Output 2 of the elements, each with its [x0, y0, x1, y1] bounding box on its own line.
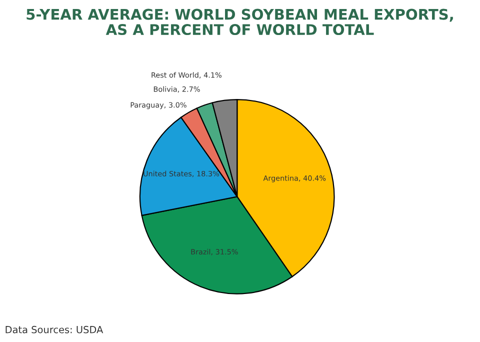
text: Data Sources: USDA	[6, 326, 104, 334]
chart-title: 5-YEAR AVERAGE: WORLD SOYBEAN MEAL EXPORTS, AS A PERCENT OF WORLD TOTAL	[26, 8, 453, 36]
